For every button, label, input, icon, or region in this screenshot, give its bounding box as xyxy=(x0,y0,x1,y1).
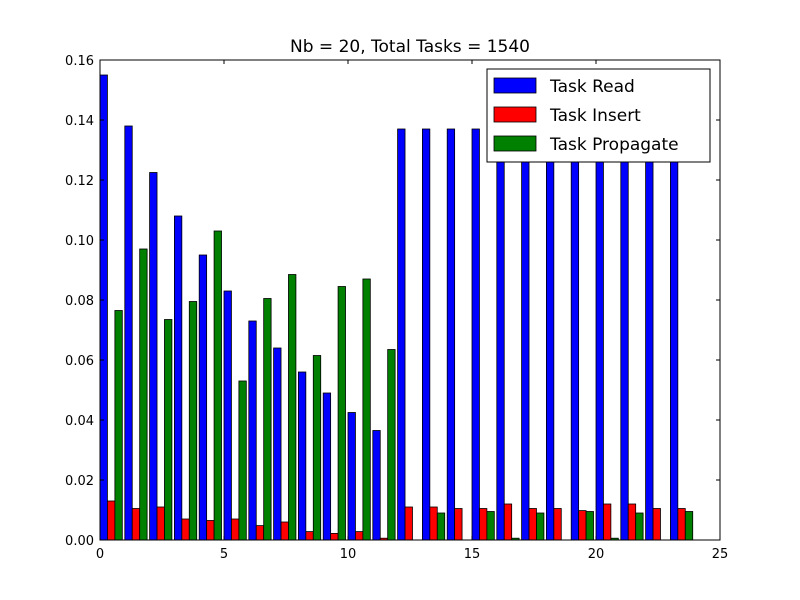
bar-task-insert-17 xyxy=(528,508,537,541)
bar-task-insert-2 xyxy=(156,506,165,541)
y-tick-label-5: 0.10 xyxy=(65,234,94,249)
bar-task-propagate-5 xyxy=(238,380,247,541)
bar-task-propagate-23 xyxy=(684,511,694,541)
bar-task-propagate-21 xyxy=(635,512,644,541)
x-tick-label-20: 20 xyxy=(588,547,605,562)
x-axis: 0 5 10 15 20 25 xyxy=(96,60,728,562)
bar-task-read-4 xyxy=(198,254,208,541)
bar-task-insert-3 xyxy=(181,518,190,541)
bar-task-insert-1 xyxy=(131,508,141,541)
bar-task-insert-5 xyxy=(231,518,240,541)
bar-task-read-18 xyxy=(546,128,555,541)
legend-label-2: Task Propagate xyxy=(549,135,679,155)
bar-task-insert-21 xyxy=(627,503,637,541)
y-tick-label-8: 0.16 xyxy=(65,54,94,69)
x-tick-label-25: 25 xyxy=(712,547,729,562)
bar-task-propagate-15 xyxy=(486,511,495,541)
bar-task-insert-10 xyxy=(355,531,364,541)
bar-task-propagate-11 xyxy=(387,349,396,541)
bar-task-insert-12 xyxy=(404,506,413,541)
bar-task-read-6 xyxy=(248,320,257,541)
bar-task-read-1 xyxy=(124,125,133,541)
legend-swatch-0 xyxy=(493,77,537,94)
bar-task-read-17 xyxy=(521,128,530,541)
bar-task-propagate-4 xyxy=(213,230,222,541)
y-tick-label-6: 0.12 xyxy=(65,174,94,189)
legend-swatch-1 xyxy=(493,106,537,123)
bar-task-read-14 xyxy=(446,128,456,541)
x-tick-label-10: 10 xyxy=(340,547,357,562)
bar-task-propagate-13 xyxy=(436,512,446,541)
legend-swatch-2 xyxy=(493,135,537,152)
bar-task-insert-13 xyxy=(429,506,438,541)
bar-task-insert-18 xyxy=(553,508,562,541)
bar-task-insert-7 xyxy=(280,521,289,541)
legend: Task Read Task Insert Task Propagate xyxy=(486,68,711,163)
x-tick-label-5: 5 xyxy=(220,547,228,562)
bar-task-propagate-1 xyxy=(139,248,148,541)
bar-task-read-15 xyxy=(471,128,480,541)
bar-task-read-11 xyxy=(372,430,381,541)
y-axis: 0.00 0.02 0.04 0.06 0.08 0.10 0.12 0.14 0.16 xyxy=(65,54,720,549)
bar-task-read-5 xyxy=(223,290,232,541)
x-tick-label-0: 0 xyxy=(96,547,104,562)
bar-task-read-7 xyxy=(273,347,282,541)
bar-task-insert-6 xyxy=(255,525,265,541)
bar-task-propagate-8 xyxy=(312,355,322,541)
bar-task-propagate-6 xyxy=(263,298,272,541)
bar-task-insert-16 xyxy=(503,503,513,541)
bar-task-read-23 xyxy=(670,128,679,541)
bar-task-propagate-7 xyxy=(288,274,297,541)
bar-task-insert-15 xyxy=(479,508,488,541)
bar-task-read-13 xyxy=(421,128,431,541)
bar-task-propagate-3 xyxy=(188,301,198,541)
bar-task-insert-0 xyxy=(107,500,116,541)
bar-task-read-8 xyxy=(297,371,307,541)
bar-task-propagate-9 xyxy=(337,286,346,541)
bar-task-read-12 xyxy=(397,128,406,541)
bar-task-insert-19 xyxy=(578,510,587,541)
y-tick-label-2: 0.04 xyxy=(65,414,94,429)
legend-label-0: Task Read xyxy=(549,77,635,97)
bar-task-propagate-19 xyxy=(585,511,594,541)
bar-task-insert-8 xyxy=(305,531,314,541)
x-tick-label-15: 15 xyxy=(464,547,481,562)
y-tick-label-3: 0.06 xyxy=(65,354,94,369)
bar-task-propagate-0 xyxy=(114,310,123,541)
chart-title: Nb = 20, Total Tasks = 1540 xyxy=(290,37,530,57)
y-tick-label-4: 0.08 xyxy=(65,294,94,309)
bar-task-read-9 xyxy=(322,392,332,541)
y-tick-label-1: 0.02 xyxy=(65,474,94,489)
y-tick-label-7: 0.14 xyxy=(65,114,94,129)
bar-task-insert-4 xyxy=(206,520,215,541)
bar-task-read-0 xyxy=(99,74,108,541)
bar-task-propagate-10 xyxy=(362,278,371,541)
bar-task-read-19 xyxy=(570,128,580,541)
bar-task-insert-14 xyxy=(454,508,463,541)
bar-task-read-21 xyxy=(620,128,629,541)
legend-label-1: Task Insert xyxy=(549,106,641,126)
bar-task-propagate-2 xyxy=(164,319,173,541)
bar-task-read-2 xyxy=(149,172,158,541)
bar-task-insert-9 xyxy=(330,533,339,541)
bar-task-read-16 xyxy=(496,128,505,541)
bar-task-read-22 xyxy=(645,128,654,541)
bar-task-read-10 xyxy=(347,412,356,541)
bar-task-insert-22 xyxy=(652,508,661,541)
bar-task-read-3 xyxy=(173,215,183,541)
bar-task-insert-20 xyxy=(603,503,612,541)
y-tick-label-0: 0.00 xyxy=(65,534,94,549)
bar-task-read-20 xyxy=(595,128,604,541)
bar-task-insert-23 xyxy=(677,508,686,541)
bar-task-propagate-17 xyxy=(536,512,545,541)
